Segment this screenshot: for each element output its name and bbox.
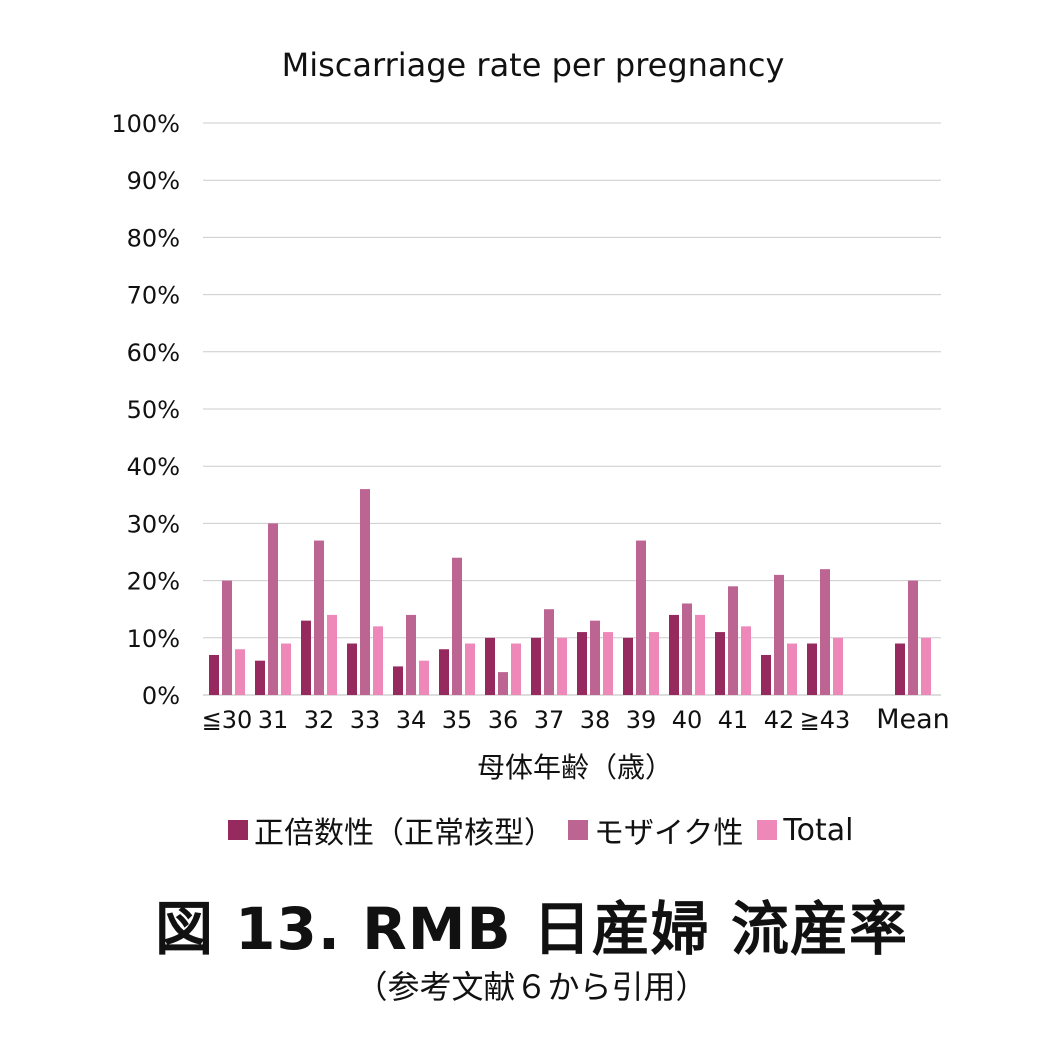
x-tick-label: 42 <box>764 706 795 734</box>
bar <box>268 523 278 695</box>
bars <box>209 489 931 695</box>
bar <box>347 643 357 695</box>
bar <box>820 569 830 695</box>
y-tick-label: 60% <box>127 339 180 367</box>
bar <box>787 643 797 695</box>
legend-item-euploid: 正倍数性（正常核型） <box>228 808 554 852</box>
bar <box>695 614 705 695</box>
y-tick-label: 50% <box>127 396 180 424</box>
legend-label-total: Total <box>783 812 854 848</box>
bar <box>649 632 659 695</box>
x-tick-label: 34 <box>396 706 427 734</box>
x-tick-label: 36 <box>488 706 519 734</box>
bar <box>682 603 692 695</box>
x-tick-label: 41 <box>718 706 749 734</box>
y-tick-label: 100% <box>111 110 180 138</box>
bar <box>452 557 462 695</box>
x-tick-label: 38 <box>580 706 611 734</box>
bar <box>577 632 587 695</box>
x-tick-label: ≧43 <box>800 706 851 734</box>
bar <box>557 637 567 695</box>
bar <box>728 586 738 695</box>
legend-item-total: Total <box>757 813 853 848</box>
y-tick-label: 0% <box>142 682 180 710</box>
bar <box>360 489 370 695</box>
x-axis-label: 母体年齢（歳） <box>477 751 673 784</box>
bar <box>590 620 600 695</box>
y-tick-label: 90% <box>127 167 180 195</box>
x-tick-label: 37 <box>534 706 565 734</box>
y-axis-ticks: 0% 10% 20% 30% 40% 50% 60% 70% 80% 90% 100% <box>111 110 180 710</box>
figure-caption-title: 図 13. RMB 日産婦 流産率 <box>154 895 909 963</box>
y-tick-label: 10% <box>127 625 180 653</box>
x-tick-label: 40 <box>672 706 703 734</box>
bar <box>715 632 725 695</box>
y-tick-label: 20% <box>127 568 180 596</box>
x-tick-label: 31 <box>258 706 289 734</box>
bar <box>807 643 817 695</box>
bar <box>235 649 245 695</box>
x-axis-ticks: ≦30 31 32 33 34 35 36 37 38 39 40 41 42 ≧43 Mean <box>202 704 950 735</box>
y-tick-label: 70% <box>127 282 180 310</box>
bar <box>908 580 918 695</box>
bar <box>301 620 311 695</box>
legend: 正倍数性（正常核型） モザイク性 Total <box>228 808 867 852</box>
chart-title: Miscarriage rate per pregnancy <box>282 46 785 84</box>
bar <box>314 540 324 695</box>
legend-label-euploid: 正倍数性（正常核型） <box>254 816 554 851</box>
bar <box>833 637 843 695</box>
bar <box>255 660 265 695</box>
legend-swatch-total <box>757 820 778 840</box>
legend-label-mosaic: モザイク性 <box>594 816 744 851</box>
bar <box>741 626 751 695</box>
legend-swatch-euploid <box>228 820 248 840</box>
bar <box>327 614 337 695</box>
bar <box>511 643 521 695</box>
bar <box>531 637 541 695</box>
x-tick-label: ≦30 <box>202 706 253 734</box>
x-tick-label: 35 <box>442 706 473 734</box>
bar <box>393 666 403 695</box>
bar <box>774 574 784 695</box>
bar <box>636 540 646 695</box>
figure-caption-note: （参考文献６から引用） <box>355 968 708 1006</box>
bar <box>921 637 931 695</box>
bar <box>623 637 633 695</box>
x-tick-label: 39 <box>626 706 657 734</box>
bar <box>222 580 232 695</box>
bar <box>485 637 495 695</box>
bar <box>419 660 429 695</box>
y-tick-label: 40% <box>127 453 180 481</box>
bar <box>498 672 508 695</box>
y-tick-label: 30% <box>127 510 180 538</box>
x-tick-label: 33 <box>350 706 381 734</box>
bar <box>603 632 613 695</box>
bar <box>281 643 291 695</box>
bar <box>669 614 679 695</box>
bar <box>895 643 905 695</box>
legend-swatch-mosaic <box>568 820 588 840</box>
bar <box>209 654 219 695</box>
bar <box>373 626 383 695</box>
bar <box>544 609 554 695</box>
gridlines <box>203 122 941 696</box>
legend-item-mosaic: モザイク性 <box>568 808 743 852</box>
y-tick-label: 80% <box>127 224 180 252</box>
bar <box>406 614 416 695</box>
x-tick-label: Mean <box>876 704 950 735</box>
x-tick-label: 32 <box>304 706 335 734</box>
bar <box>465 643 475 695</box>
bar <box>761 654 771 695</box>
bar <box>439 649 449 695</box>
